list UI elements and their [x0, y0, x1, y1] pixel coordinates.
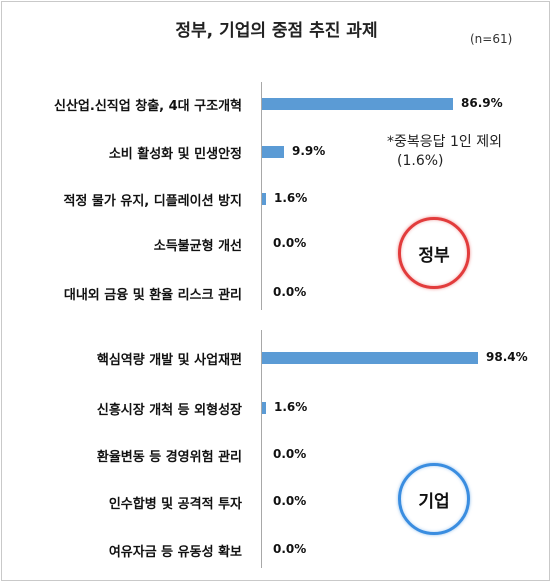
corp-category-label: 여유자금 등 유동성 확보: [108, 545, 242, 560]
corp-value-label: 0.0%: [273, 494, 307, 508]
gov-value-label: 0.0%: [273, 285, 307, 299]
gov-category-label: 신산업.신직업 창출, 4대 구조개혁: [54, 99, 242, 114]
footnote-line2: (1.6%): [397, 153, 444, 169]
footnote: *중복응답 1인 제외 (1.6%): [387, 133, 502, 171]
gov-value-label: 0.0%: [273, 236, 307, 250]
gov-bar: [262, 193, 266, 205]
corp-value-label: 1.6%: [274, 400, 308, 414]
corp-category-label: 환율변동 등 경영위험 관리: [96, 450, 242, 465]
corp-value-label: 0.0%: [273, 542, 307, 556]
gov-category-label: 소득불균형 개선: [153, 239, 242, 254]
gov-category-label: 적정 물가 유지, 디플레이션 방지: [63, 194, 242, 209]
corporate-badge: 기업: [398, 463, 470, 535]
gov-bar: [262, 98, 453, 110]
chart-title: 정부, 기업의 중점 추진 과제: [175, 21, 378, 41]
gov-value-label: 86.9%: [461, 96, 503, 110]
corp-category-label: 신흥시장 개척 등 외형성장: [96, 403, 242, 418]
corp-axis-line: [261, 330, 262, 568]
gov-value-label: 1.6%: [274, 191, 308, 205]
corp-bar: [262, 352, 478, 364]
corp-category-label: 인수합병 및 공격적 투자: [108, 497, 242, 512]
gov-category-label: 소비 활성화 및 민생안정: [108, 147, 242, 162]
corp-category-label: 핵심역량 개발 및 사업재편: [96, 353, 242, 368]
footnote-line1: *중복응답 1인 제외: [387, 134, 502, 150]
sample-size-note: (n=61): [470, 32, 513, 46]
corp-value-label: 98.4%: [486, 350, 528, 364]
corp-value-label: 0.0%: [273, 447, 307, 461]
government-badge: 정부: [398, 217, 470, 289]
corp-bar: [262, 402, 266, 414]
gov-axis-line: [261, 82, 262, 310]
gov-category-label: 대내외 금융 및 환율 리스크 관리: [63, 288, 242, 303]
gov-value-label: 9.9%: [292, 144, 326, 158]
gov-bar: [262, 146, 284, 158]
